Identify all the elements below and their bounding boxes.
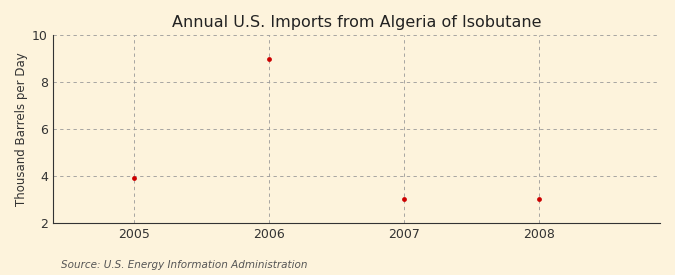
Point (398, 197, 409, 202)
Point (128, 175, 139, 180)
Text: Source: U.S. Energy Information Administration: Source: U.S. Energy Information Administ… (61, 260, 307, 270)
Point (533, 197, 544, 202)
Y-axis label: Thousand Barrels per Day: Thousand Barrels per Day (15, 52, 28, 206)
Title: Annual U.S. Imports from Algeria of Isobutane: Annual U.S. Imports from Algeria of Isob… (171, 15, 541, 30)
Point (263, 57, 274, 61)
